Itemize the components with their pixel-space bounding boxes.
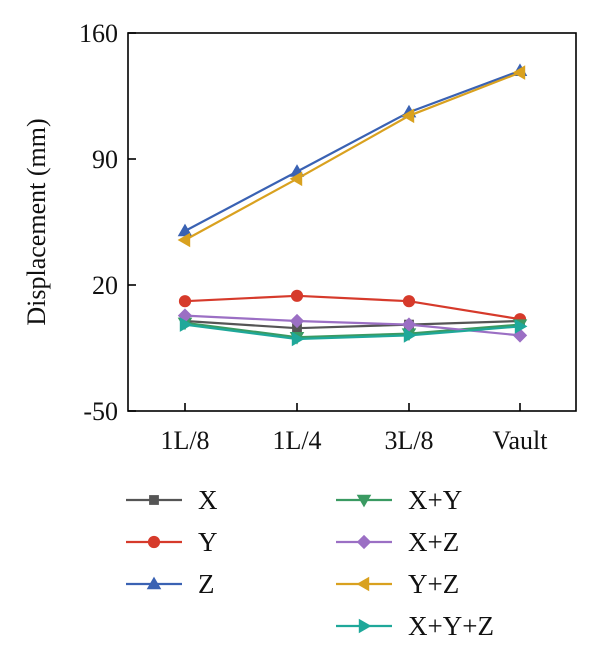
legend-item: X: [126, 485, 218, 515]
data-point: [177, 232, 191, 248]
legend-label: X+Y: [408, 485, 462, 515]
y-tick-label: 160: [79, 19, 118, 48]
x-tick-label: 3L/8: [384, 426, 433, 455]
data-point: [403, 328, 417, 343]
series-layer: [177, 63, 528, 347]
legend-marker: [358, 618, 372, 634]
axes: -50 20 90 160 1L/8 1L/4 3L/8 Vault: [79, 19, 577, 455]
data-point: [402, 295, 416, 308]
data-point: [289, 313, 305, 329]
series-y: [178, 289, 527, 326]
legend-label: X+Y+Z: [408, 611, 494, 641]
series-x-plus-y-plus-z: [179, 317, 528, 347]
data-point: [401, 108, 415, 124]
legend-item: X+Z: [336, 527, 459, 557]
data-point: [289, 171, 303, 187]
x-tick-label: Vault: [493, 426, 549, 455]
y-axis-label: Displacement (mm): [22, 118, 51, 325]
legend-marker: [149, 495, 159, 505]
series-line: [184, 319, 521, 330]
legend-label: X: [198, 485, 218, 515]
series-y-plus-z: [177, 65, 526, 248]
legend-label: Y+Z: [408, 569, 459, 599]
x-tick-label: 1L/4: [272, 426, 321, 455]
series-line: [184, 71, 521, 241]
data-point: [178, 295, 192, 308]
legend-item: X+Y+Z: [336, 611, 494, 641]
data-point: [291, 331, 305, 347]
legend-marker: [146, 576, 162, 590]
y-tick-label: 90: [92, 145, 118, 174]
series-line: [184, 294, 521, 321]
plot-frame: [127, 32, 577, 412]
x-tick-label: 1L/8: [160, 426, 209, 455]
legend-item: Z: [126, 569, 215, 599]
legend-label: Y: [198, 527, 218, 557]
data-point: [179, 317, 193, 332]
legend-item: Y: [126, 527, 218, 557]
legend-label: X+Z: [408, 527, 459, 557]
y-tick-label: -50: [83, 397, 118, 426]
data-point: [290, 289, 304, 302]
legend-marker: [356, 576, 370, 592]
series-line: [184, 323, 521, 341]
series-line: [184, 69, 521, 232]
data-point: [512, 65, 526, 80]
y-tick-label: 20: [92, 271, 118, 300]
legend-label: Z: [198, 569, 215, 599]
legend-item: X+Y: [336, 485, 462, 515]
legend-marker: [356, 534, 372, 550]
legend: XYZ X+Y X+Z Y+Z X+Y+Z: [126, 485, 494, 641]
data-point: [514, 319, 528, 334]
legend-marker: [147, 535, 161, 549]
legend-marker: [356, 494, 372, 508]
legend-item: Y+Z: [336, 569, 459, 599]
